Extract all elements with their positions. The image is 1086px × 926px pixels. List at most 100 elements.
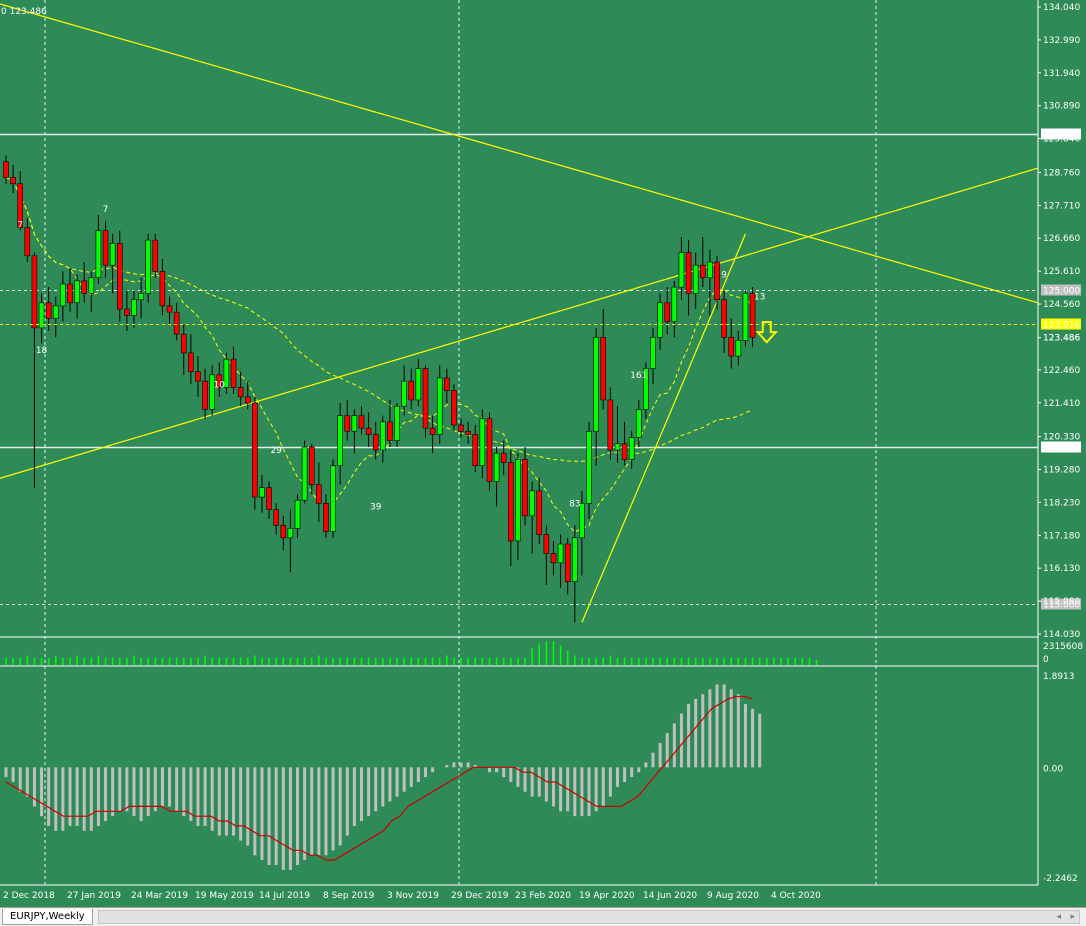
chart-area[interactable]: 130.000125.000120.000115.000134.040132.9… [0,0,1086,907]
bull-candle-body [515,459,521,542]
candle [586,421,592,520]
candle [614,406,621,463]
candle [323,493,329,538]
chart-annotation: 9 [721,271,727,281]
candle [152,233,159,278]
macd-axis-label: 1.8913 [1043,672,1075,682]
price-axis-label: 126.660 [1043,234,1080,244]
bear-candle-body [116,242,123,310]
bull-candle-body [209,374,215,410]
candle [159,258,166,316]
bear-candle-body [458,424,464,432]
time-axis-label: 24 Mar 2019 [131,891,188,901]
price-level-tag [1041,598,1081,610]
candle [337,403,343,485]
candle [131,290,137,328]
price-level-tag [1041,441,1081,453]
candle [294,493,301,538]
candle [372,421,379,460]
bear-candle-body [365,427,372,435]
trendline-ascending [0,167,1039,479]
price-level-tag [1041,128,1081,140]
bull-candle-body [643,368,649,410]
candle [628,431,635,469]
bear-candle-body [543,534,550,554]
candle [444,368,450,404]
bull-candle-body [259,487,265,498]
bear-candle-body [266,487,272,510]
candle [10,164,16,194]
candle [472,425,479,473]
candle [60,271,66,322]
bear-candle-body [323,503,329,532]
candle [714,255,720,310]
price-axis-label: 117.180 [1043,531,1080,541]
candle [749,287,756,347]
bear-candle-body [152,239,159,272]
candle [486,412,493,491]
bear-candle-body [699,264,706,279]
scroll-left-icon[interactable]: ◂ [1056,912,1061,922]
candle [308,443,315,494]
bear-candle-body [188,352,194,373]
candle [216,362,223,397]
candle [735,330,742,366]
horizontal-scrollbar[interactable]: ◂ ▸ [98,910,1080,924]
bear-candle-body [31,255,38,329]
chart-annotation: 161 [630,371,647,381]
bull-candle-body [95,230,102,279]
candle [422,365,429,438]
candle [81,262,88,303]
bear-candle-body [358,415,365,429]
bear-candle-body [45,302,52,319]
candle [671,280,678,338]
last-close-label: 123.486 [1043,334,1080,344]
price-axis-label: 127.710 [1043,201,1080,211]
price-level-label: 115.000 [1043,601,1080,611]
price-axis-label: 119.280 [1043,465,1080,475]
bear-candle-body [316,484,322,504]
scroll-right-icon[interactable]: ▸ [1070,912,1075,922]
bull-candle-body [493,452,500,482]
candle [95,215,102,284]
bear-candle-body [621,443,628,460]
candle [451,384,457,432]
chart-annotation: 13 [754,293,765,303]
candle [387,399,393,447]
bull-candle-body [650,336,656,369]
bear-candle-body [252,402,258,498]
volume-zero-label: 0 [1043,655,1049,665]
candle [479,409,486,479]
candle [557,534,564,588]
bull-candle-body [678,252,685,288]
bear-candle-body [607,399,614,451]
bear-candle-body [24,227,31,257]
bear-candle-body [81,280,88,294]
candle [458,418,464,438]
bull-candle-body [74,280,80,304]
candle [593,327,599,466]
candle [415,359,422,407]
bear-candle-body [714,261,720,300]
candle [31,252,38,488]
candle [109,233,116,294]
symbol-tab[interactable]: EURJPY,Weekly [2,909,93,925]
bull-candle-body [707,261,713,279]
bear-candle-body [500,452,507,463]
candle [365,412,372,447]
time-axis-label: 19 May 2019 [195,891,254,901]
candle [301,440,308,504]
chart-background [0,0,1086,907]
chart-annotation: 83 [569,499,580,509]
candle [102,221,109,278]
candle [67,268,73,313]
candle [266,481,272,520]
candle [223,352,230,394]
candle [3,155,9,184]
candle [643,362,649,419]
candle [678,236,685,300]
bull-candle-body [415,368,422,401]
chart-annotation: 18 [36,346,48,356]
bull-candle-body [380,421,386,451]
candle [408,368,415,410]
